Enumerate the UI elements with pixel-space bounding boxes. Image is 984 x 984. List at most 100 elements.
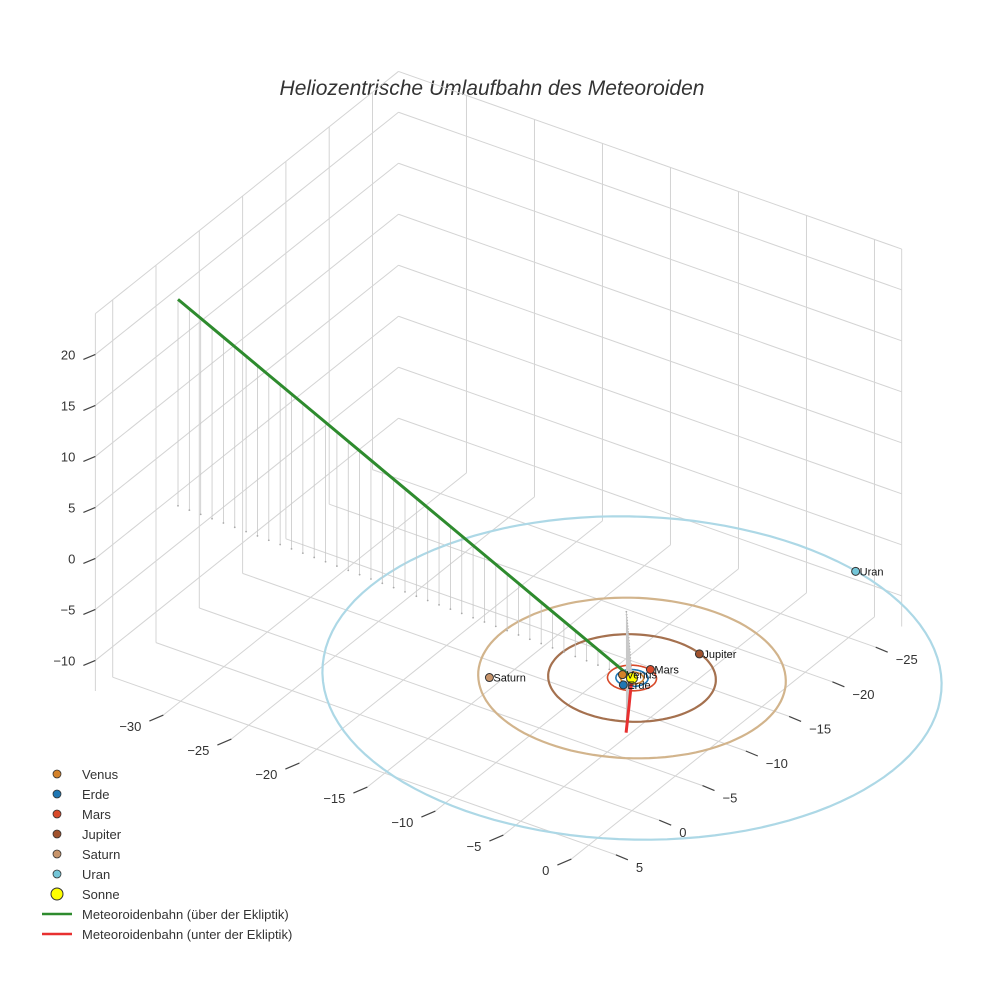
planet-marker-jupiter — [694, 649, 704, 659]
legend-label: Sonne — [82, 887, 120, 902]
legend: Venus Erde Mars Jupiter Saturn Uran Sonne Meteo… — [42, 767, 292, 942]
y-axis-tick-label: 5 — [636, 860, 643, 875]
legend-item: Saturn — [52, 847, 120, 862]
back-wall-grid-line-z — [95, 213, 399, 457]
dropline-above-foot — [358, 573, 361, 576]
dropline-above-foot — [597, 664, 599, 666]
dropline-above-foot — [177, 504, 179, 507]
dropline-above-foot — [438, 603, 440, 606]
legend-item: Meteoroidenbahn (über der Ekliptik) — [42, 907, 289, 922]
dropline-above-foot — [472, 616, 475, 619]
dropline-above-foot — [540, 642, 543, 645]
dropline-above-foot — [563, 651, 565, 654]
dropline-above-foot — [528, 638, 531, 641]
floor-grid-line-x — [367, 544, 671, 788]
dropline-above-foot — [336, 565, 338, 567]
side-wall-grid-line-z — [398, 213, 902, 393]
z-axis-tick-label: 0 — [68, 551, 75, 566]
z-axis-tick-mark — [83, 659, 96, 666]
dropline-above-foot — [347, 569, 350, 572]
dropline-above-foot — [188, 509, 191, 512]
back-wall-grid-line-z — [95, 264, 399, 508]
planet-marker-saturn — [484, 673, 494, 683]
dropline-above-foot — [245, 530, 248, 533]
axis-layer: −30 −25 −20 −15 −10 −5 0 −25 −20 −15 −10 −5 0 5 −10 −5 0… — [53, 347, 917, 878]
side-wall-grid-line-z — [398, 264, 902, 444]
floor-grid-line-y — [329, 503, 833, 683]
dropline-above-foot — [506, 629, 509, 632]
y-axis-tick-mark — [658, 819, 672, 826]
legend-item: Erde — [52, 787, 109, 802]
z-axis-tick-label: 15 — [61, 398, 75, 413]
dropline-above-foot — [404, 591, 406, 593]
floor-grid-line-y — [112, 676, 617, 856]
side-wall-grid-line-z — [398, 315, 902, 495]
y-axis-tick-mark — [615, 854, 629, 861]
legend-label: Mars — [82, 807, 111, 822]
legend-item: Sonne — [50, 887, 120, 902]
dropline-above-foot — [517, 634, 520, 636]
box-edge — [398, 70, 902, 250]
planet-marker-erde — [618, 680, 628, 690]
dropline-above-foot — [301, 552, 304, 555]
planet-label-erde: Erde — [627, 680, 650, 692]
dropline-above-foot — [608, 668, 611, 671]
planet-label-jupiter: Jupiter — [703, 649, 736, 661]
x-axis-tick-label: −10 — [391, 815, 413, 830]
dropline-above-foot — [460, 612, 463, 615]
legend-item: Meteoroidenbahn (unter der Ekliptik) — [42, 927, 292, 942]
dropline-above-foot — [392, 586, 395, 589]
dropline-above-foot — [574, 655, 577, 658]
dropline-above-foot — [267, 539, 270, 542]
legend-label: Saturn — [82, 847, 120, 862]
legend-label: Venus — [82, 767, 119, 782]
dropline-above-foot — [313, 556, 316, 559]
planet-marker-mars — [645, 665, 655, 675]
z-axis-tick-mark — [83, 608, 96, 615]
trajectory-above-line — [177, 298, 633, 680]
x-axis-tick-mark — [353, 786, 368, 794]
floor-grid-line-y — [285, 538, 790, 717]
floor-grid-line-x — [435, 568, 739, 812]
x-axis-tick-label: −25 — [187, 743, 209, 758]
sun-marker — [626, 672, 638, 684]
trajectory-below-line — [624, 677, 634, 733]
x-axis-tick-mark — [285, 762, 300, 770]
side-wall-grid-line-z — [398, 111, 902, 291]
legend-label: Erde — [82, 787, 109, 802]
y-axis-tick-label: −10 — [766, 756, 788, 771]
legend-sun-symbol — [50, 887, 64, 901]
floor-grid-line-x — [231, 496, 535, 740]
floor-grid-line-y — [199, 607, 703, 787]
dropline-above-foot — [370, 578, 372, 580]
x-axis-tick-label: −15 — [323, 791, 345, 806]
y-axis-tick-mark — [875, 646, 888, 653]
legend-marker-symbol — [52, 789, 62, 799]
planet-label-saturn: Saturn — [493, 673, 525, 685]
y-axis-tick-mark — [702, 785, 715, 792]
z-axis-tick-mark — [83, 557, 96, 564]
legend-label: Meteoroidenbahn (über der Ekliptik) — [82, 907, 289, 922]
dropline-above-foot — [585, 659, 588, 662]
dropline-above-foot — [483, 621, 486, 623]
y-axis-tick-mark — [832, 681, 845, 688]
back-wall-grid-line-z — [95, 162, 399, 406]
x-axis-tick-mark — [149, 714, 164, 722]
floor-grid-line-x — [503, 592, 807, 836]
dropline-layer — [177, 299, 633, 731]
orbit-saturn — [477, 596, 787, 760]
legend-label: Uran — [82, 867, 110, 882]
z-axis-tick-label: 20 — [61, 347, 75, 362]
dropline-above-foot — [279, 543, 282, 546]
legend-item: Mars — [52, 807, 111, 822]
back-wall-grid-line-z — [95, 366, 399, 610]
planet-marker-uran — [851, 566, 861, 576]
dropline-above-foot — [324, 560, 327, 563]
x-axis-tick-mark — [217, 738, 232, 746]
legend-marker-symbol — [52, 849, 62, 859]
legend-marker-symbol — [52, 869, 62, 879]
dropline-above-foot — [199, 513, 202, 516]
y-axis-tick-label: −5 — [723, 791, 738, 806]
